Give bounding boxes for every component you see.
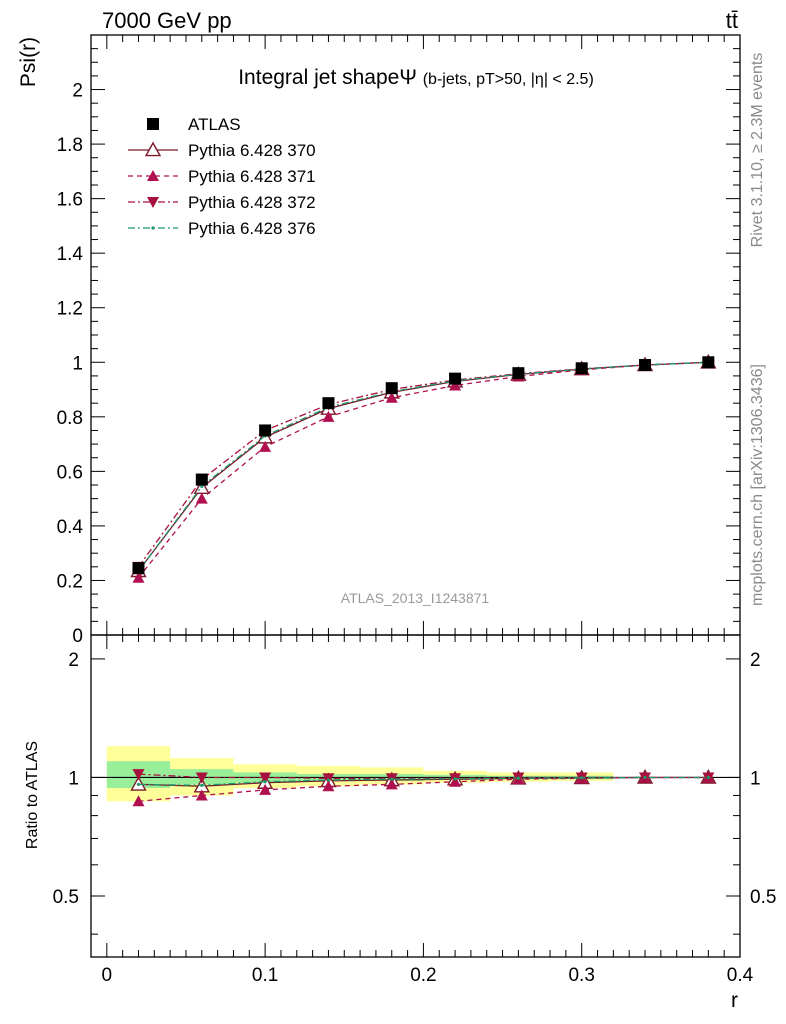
main-point-0-1 [195,473,208,486]
ratio-point-3-0 [136,782,141,787]
ratio-point-3-6 [516,776,520,780]
ratio-panel: 0 0.1 0.2 0.3 0.4 0.5 0.5 1 1 2 2 [53,634,776,986]
legend-label-0: ATLAS [188,115,241,134]
main-point-0-9 [702,356,715,369]
main-point-0-7 [575,362,588,375]
main-y-tick-label: 1 [72,353,83,374]
ratio-point-3-1 [200,783,204,787]
legend-marker-0 [147,118,159,130]
main-y-tick-label: 1.6 [57,190,83,211]
ratio-point-2-0 [132,769,145,781]
legend-marker-4 [151,226,155,230]
main-y-tick-label: 1.4 [57,244,84,265]
ratio-point-3-8 [643,775,647,780]
header-right-label: tt̄ [726,8,738,33]
ratio-frame [90,634,741,958]
main-series-line-3 [137,361,709,568]
main-title: Integral jet shapeΨ (b-jets, pT>50, |η| … [238,66,594,89]
main-point-2-1 [195,492,208,504]
main-point-2-3 [322,410,335,422]
ratio-point-1-1 [195,789,208,801]
ratio-point-1-3 [322,780,335,792]
main-point-2-0 [132,571,145,583]
ratio-point-1-2 [259,783,272,795]
legend-label-4: Pythia 6.428 376 [188,219,316,238]
main-point-0-0 [132,562,145,575]
x-axis-label: r [731,989,738,1012]
main-y-tick-label: 0.4 [57,517,84,538]
x-tick-label: 0.4 [727,965,754,986]
ratio-point-3-2 [263,780,267,784]
legend-entry-3: Pythia 6.428 372 [128,193,316,212]
legend-label-3: Pythia 6.428 372 [188,193,316,212]
main-point-0-2 [259,424,272,437]
main-series-line-4 [137,361,709,572]
main-series-line-1 [137,361,709,572]
ratio-series-line-3 [138,776,709,786]
main-subtitle: (b-jets, pT>50, |η| < 2.5) [423,71,594,88]
legend-label-2: Pythia 6.428 371 [188,167,316,186]
legend-marker-1 [144,141,162,157]
main-point-0-5 [449,372,462,385]
ratio-point-3-4 [390,777,394,781]
main-point-0-6 [512,367,525,380]
legend: ATLAS Pythia 6.428 370 Pythia 6.428 371 Pyt… [128,115,316,238]
ratio-y-tick-label-right: 2 [750,650,761,671]
main-title-text: Integral jet shape [238,66,399,89]
main-title-symbol: Ψ [399,66,417,89]
ratio-point-3-9 [706,775,710,780]
main-y-tick-label: 1.8 [57,135,83,156]
main-y-tick-label: 2 [72,81,83,102]
main-y-tick-label: 0.2 [57,571,83,592]
header-left-label: 7000 GeV pp [102,8,232,33]
main-point-2-2 [259,440,272,452]
legend-label-1: Pythia 6.428 370 [188,141,316,160]
x-tick-label: 0.1 [252,965,278,986]
ratio-point-1-0 [132,795,145,807]
rivet-side-label: Rivet 3.1.10, ≥ 2.3M events [749,53,766,248]
ratio-point-3-3 [326,778,331,782]
main-y-tick-label: 0.6 [57,462,83,483]
x-tick-label: 0.2 [410,965,436,986]
main-point-0-3 [322,397,335,410]
x-tick-label: 0 [102,965,113,986]
ratio-y-tick-label: 0.5 [53,887,79,908]
ratio-point-3-7 [580,776,584,780]
analysis-id-label: ATLAS_2013_I1243871 [341,590,490,606]
mcplots-side-label: mcplots.cern.ch [arXiv:1306.3436] [749,364,766,606]
legend-entry-1: Pythia 6.428 370 [128,141,316,160]
legend-entry-2: Pythia 6.428 371 [128,167,316,186]
ratio-y-tick-label-right: 1 [750,768,761,789]
main-y-tick-label: 1.2 [57,299,83,320]
ratio-y-tick-label: 2 [68,650,79,671]
ratio-y-tick-label-right: 0.5 [750,887,776,908]
legend-marker-3 [147,197,159,208]
main-y-tick-label: 0.8 [57,408,83,429]
ratio-point-2-1 [195,772,208,784]
ratio-y-tick-label: 1 [68,768,79,789]
main-panel: 0 0.2 0.4 0.6 0.8 1 1.2 1.4 1.6 1.8 2 [57,34,741,647]
legend-marker-2 [147,170,159,181]
main-point-4-1 [200,484,204,488]
ratio-series-line-2 [138,773,709,779]
x-tick-label: 0.3 [568,965,594,986]
ratio-point-2-2 [259,772,272,784]
main-point-2-4 [385,391,398,403]
legend-entry-4: Pythia 6.428 376 [128,219,316,238]
main-y-tick-label: 0 [72,626,83,647]
main-point-0-4 [385,382,398,395]
legend-entry-0: ATLAS [147,115,241,134]
main-y-axis-label: Psi(r) [17,37,40,87]
ratio-point-3-5 [453,777,457,781]
main-point-0-8 [639,359,652,371]
ratio-y-axis-label: Ratio to ATLAS [24,741,41,849]
